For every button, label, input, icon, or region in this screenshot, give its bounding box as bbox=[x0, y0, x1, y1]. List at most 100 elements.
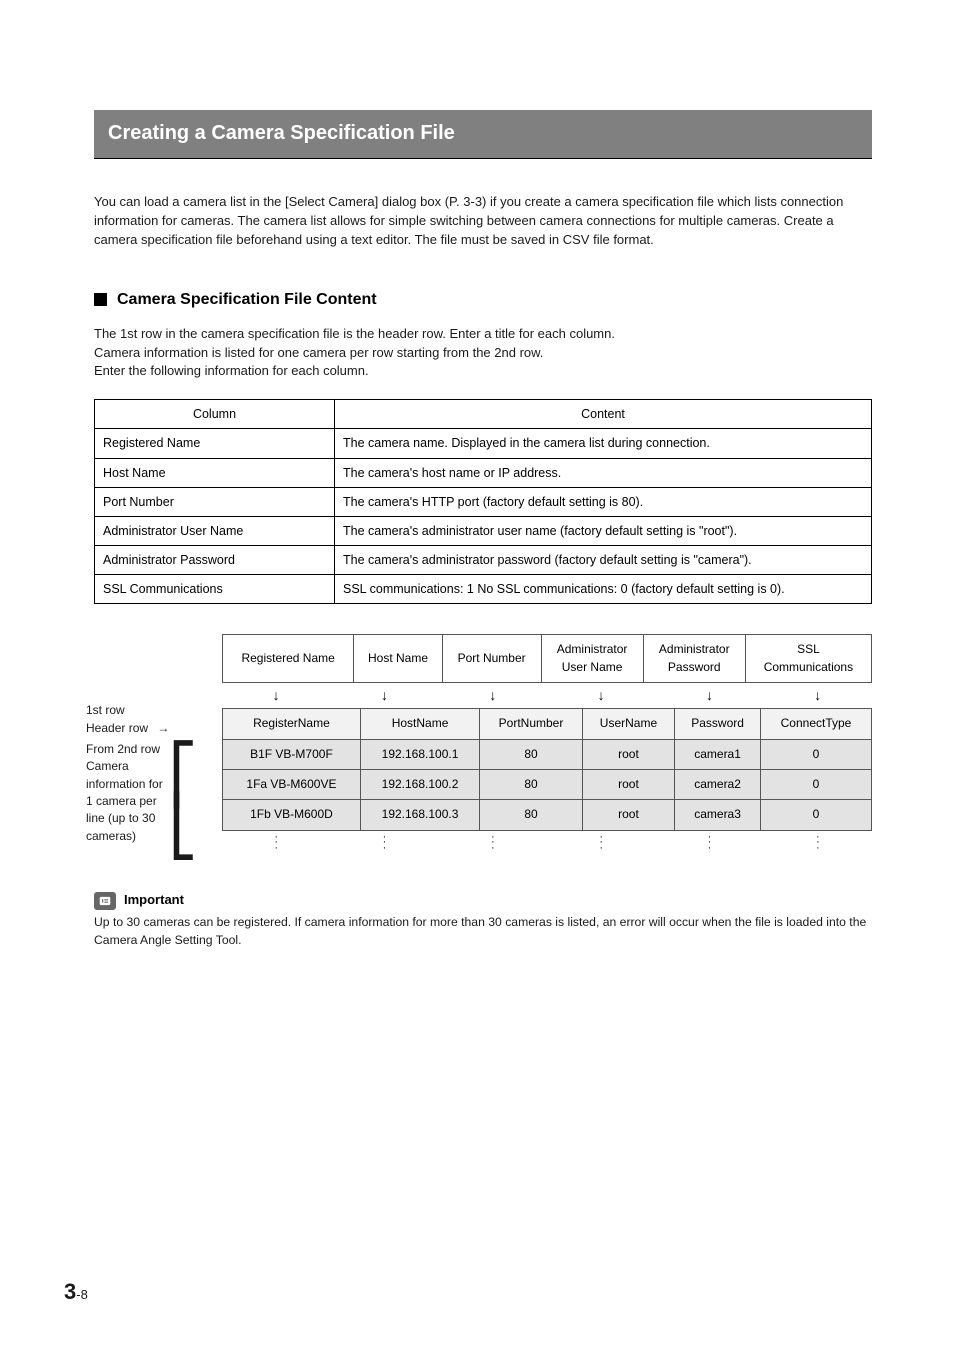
diagram-data-cell: 1Fb VB-M600D bbox=[223, 800, 361, 830]
page-title: Creating a Camera Specification File bbox=[108, 122, 455, 144]
diagram-top-header-cell: Registered Name bbox=[223, 635, 354, 683]
spec-col-name: SSL Communications bbox=[95, 575, 335, 604]
table-row: Host NameThe camera's host name or IP ad… bbox=[95, 458, 872, 487]
spec-col-desc: The camera's HTTP port (factory default … bbox=[335, 487, 872, 516]
label-first-b: Header row bbox=[86, 721, 148, 735]
diagram-data-cell: 0 bbox=[761, 739, 872, 769]
down-arrow-icon: ↓ bbox=[655, 683, 763, 708]
diagram-body-header-row: RegisterNameHostNamePortNumberUserNamePa… bbox=[223, 709, 872, 739]
table-row: Port NumberThe camera's HTTP port (facto… bbox=[95, 487, 872, 516]
section-body-line-1: The 1st row in the camera specification … bbox=[94, 325, 872, 344]
important-icon bbox=[94, 892, 116, 910]
spec-col-name: Administrator User Name bbox=[95, 516, 335, 545]
label-second: From 2nd row Camera information for 1 ca… bbox=[86, 741, 163, 845]
vertical-dots-icon: ··· bbox=[222, 831, 330, 852]
down-arrow-icon: ↓ bbox=[547, 683, 655, 708]
important-heading: Important bbox=[94, 891, 872, 910]
label-first-row: 1st row Header row → bbox=[86, 702, 218, 737]
section-heading-text: Camera Specification File Content bbox=[117, 288, 377, 311]
important-label: Important bbox=[124, 891, 184, 910]
spec-col-desc: The camera's administrator user name (fa… bbox=[335, 516, 872, 545]
diagram-data-cell: root bbox=[582, 769, 674, 799]
spec-col-desc: The camera name. Displayed in the camera… bbox=[335, 429, 872, 458]
diagram-data-cell: B1F VB-M700F bbox=[223, 739, 361, 769]
diagram-data-cell: 1Fa VB-M600VE bbox=[223, 769, 361, 799]
diagram-data-cell: root bbox=[582, 800, 674, 830]
important-box: Important Up to 30 cameras can be regist… bbox=[94, 891, 872, 949]
csv-diagram: 1st row Header row → From 2nd row Camera… bbox=[86, 634, 872, 851]
diagram-top-headers: Registered NameHost NamePort NumberAdmin… bbox=[222, 634, 872, 683]
vertical-dots-icon: ··· bbox=[439, 831, 547, 852]
diagram-body-header-cell: PortNumber bbox=[480, 709, 583, 739]
spec-th-column: Column bbox=[95, 400, 335, 429]
table-row: Administrator User NameThe camera's admi… bbox=[95, 516, 872, 545]
table-row: SSL CommunicationsSSL communications: 1 … bbox=[95, 575, 872, 604]
diagram-top-header-cell: Port Number bbox=[442, 635, 541, 683]
diagram-body-header-cell: HostName bbox=[360, 709, 479, 739]
diagram-top-header-cell: SSL Communications bbox=[745, 635, 871, 683]
spec-col-name: Registered Name bbox=[95, 429, 335, 458]
diagram-data-row: 1Fa VB-M600VE192.168.100.280rootcamera20 bbox=[223, 769, 872, 799]
diagram-top-header-row: Registered NameHost NamePort NumberAdmin… bbox=[223, 635, 872, 683]
down-arrow-icon: ↓ bbox=[439, 683, 547, 708]
diagram-data-cell: 80 bbox=[480, 800, 583, 830]
intro-text: You can load a camera list in the [Selec… bbox=[94, 193, 872, 250]
diagram-data-cell: root bbox=[582, 739, 674, 769]
table-row: Registered NameThe camera name. Displaye… bbox=[95, 429, 872, 458]
spec-col-desc: The camera's host name or IP address. bbox=[335, 458, 872, 487]
diagram-body-header-cell: ConnectType bbox=[761, 709, 872, 739]
down-arrow-icon: ↓ bbox=[330, 683, 438, 708]
square-bullet-icon bbox=[94, 293, 107, 306]
intro-paragraph: You can load a camera list in the [Selec… bbox=[94, 193, 872, 250]
label-first-a: 1st row bbox=[86, 703, 125, 717]
page-title-bar: Creating a Camera Specification File bbox=[94, 110, 872, 159]
spec-th-content: Content bbox=[335, 400, 872, 429]
table-row: Administrator PasswordThe camera's admin… bbox=[95, 545, 872, 574]
spec-col-name: Port Number bbox=[95, 487, 335, 516]
diagram-data-cell: 192.168.100.2 bbox=[360, 769, 479, 799]
vertical-dots-icon: ··· bbox=[330, 831, 438, 852]
diagram-body-table: RegisterNameHostNamePortNumberUserNamePa… bbox=[222, 708, 872, 831]
page-number: 3-8 bbox=[64, 1276, 88, 1308]
vertical-dots-icon: ··· bbox=[655, 831, 763, 852]
diagram-data-cell: camera3 bbox=[675, 800, 761, 830]
diagram-body-header-cell: UserName bbox=[582, 709, 674, 739]
diagram-top-header-cell: Administrator Password bbox=[643, 635, 745, 683]
label-second-wrap: From 2nd row Camera information for 1 ca… bbox=[86, 741, 218, 845]
diagram-data-cell: 80 bbox=[480, 739, 583, 769]
spec-table: Column Content Registered NameThe camera… bbox=[94, 399, 872, 604]
vertical-dots-icon: ··· bbox=[764, 831, 872, 852]
diagram-top-header-cell: Administrator User Name bbox=[541, 635, 643, 683]
diagram-data-row: 1Fb VB-M600D192.168.100.380rootcamera30 bbox=[223, 800, 872, 830]
spec-tbody: Registered NameThe camera name. Displaye… bbox=[95, 429, 872, 604]
down-arrow-icon: ↓ bbox=[764, 683, 872, 708]
diagram-data-cell: camera2 bbox=[675, 769, 761, 799]
diagram-top-header-cell: Host Name bbox=[354, 635, 443, 683]
spec-col-name: Host Name bbox=[95, 458, 335, 487]
diagram-data-cell: 80 bbox=[480, 769, 583, 799]
diagram-dots-row: ·················· bbox=[222, 831, 872, 852]
diagram-body-header-cell: Password bbox=[675, 709, 761, 739]
right-arrow-icon: → bbox=[157, 720, 169, 737]
diagram-data-row: B1F VB-M700F192.168.100.180rootcamera10 bbox=[223, 739, 872, 769]
diagram-side-labels: 1st row Header row → From 2nd row Camera… bbox=[86, 634, 218, 845]
vertical-dots-icon: ··· bbox=[547, 831, 655, 852]
spec-col-name: Administrator Password bbox=[95, 545, 335, 574]
diagram-data-cell: 0 bbox=[761, 769, 872, 799]
section-body-line-3: Enter the following information for each… bbox=[94, 362, 872, 381]
bracket-icon: ⎡⎣ bbox=[169, 749, 198, 853]
diagram-data-cell: 192.168.100.1 bbox=[360, 739, 479, 769]
diagram-data-cell: 192.168.100.3 bbox=[360, 800, 479, 830]
spec-col-desc: SSL communications: 1 No SSL communicati… bbox=[335, 575, 872, 604]
page-sub: 8 bbox=[81, 1287, 88, 1302]
page-chapter: 3 bbox=[64, 1279, 76, 1304]
diagram-data-cell: 0 bbox=[761, 800, 872, 830]
section-heading: Camera Specification File Content bbox=[94, 288, 872, 311]
section-body: The 1st row in the camera specification … bbox=[94, 325, 872, 382]
diagram-arrow-row: ↓↓↓↓↓↓ bbox=[222, 683, 872, 708]
down-arrow-icon: ↓ bbox=[222, 683, 330, 708]
diagram-data-cell: camera1 bbox=[675, 739, 761, 769]
important-text: Up to 30 cameras can be registered. If c… bbox=[94, 914, 872, 949]
diagram-body-header-cell: RegisterName bbox=[223, 709, 361, 739]
diagram-grid: Registered NameHost NamePort NumberAdmin… bbox=[222, 634, 872, 851]
